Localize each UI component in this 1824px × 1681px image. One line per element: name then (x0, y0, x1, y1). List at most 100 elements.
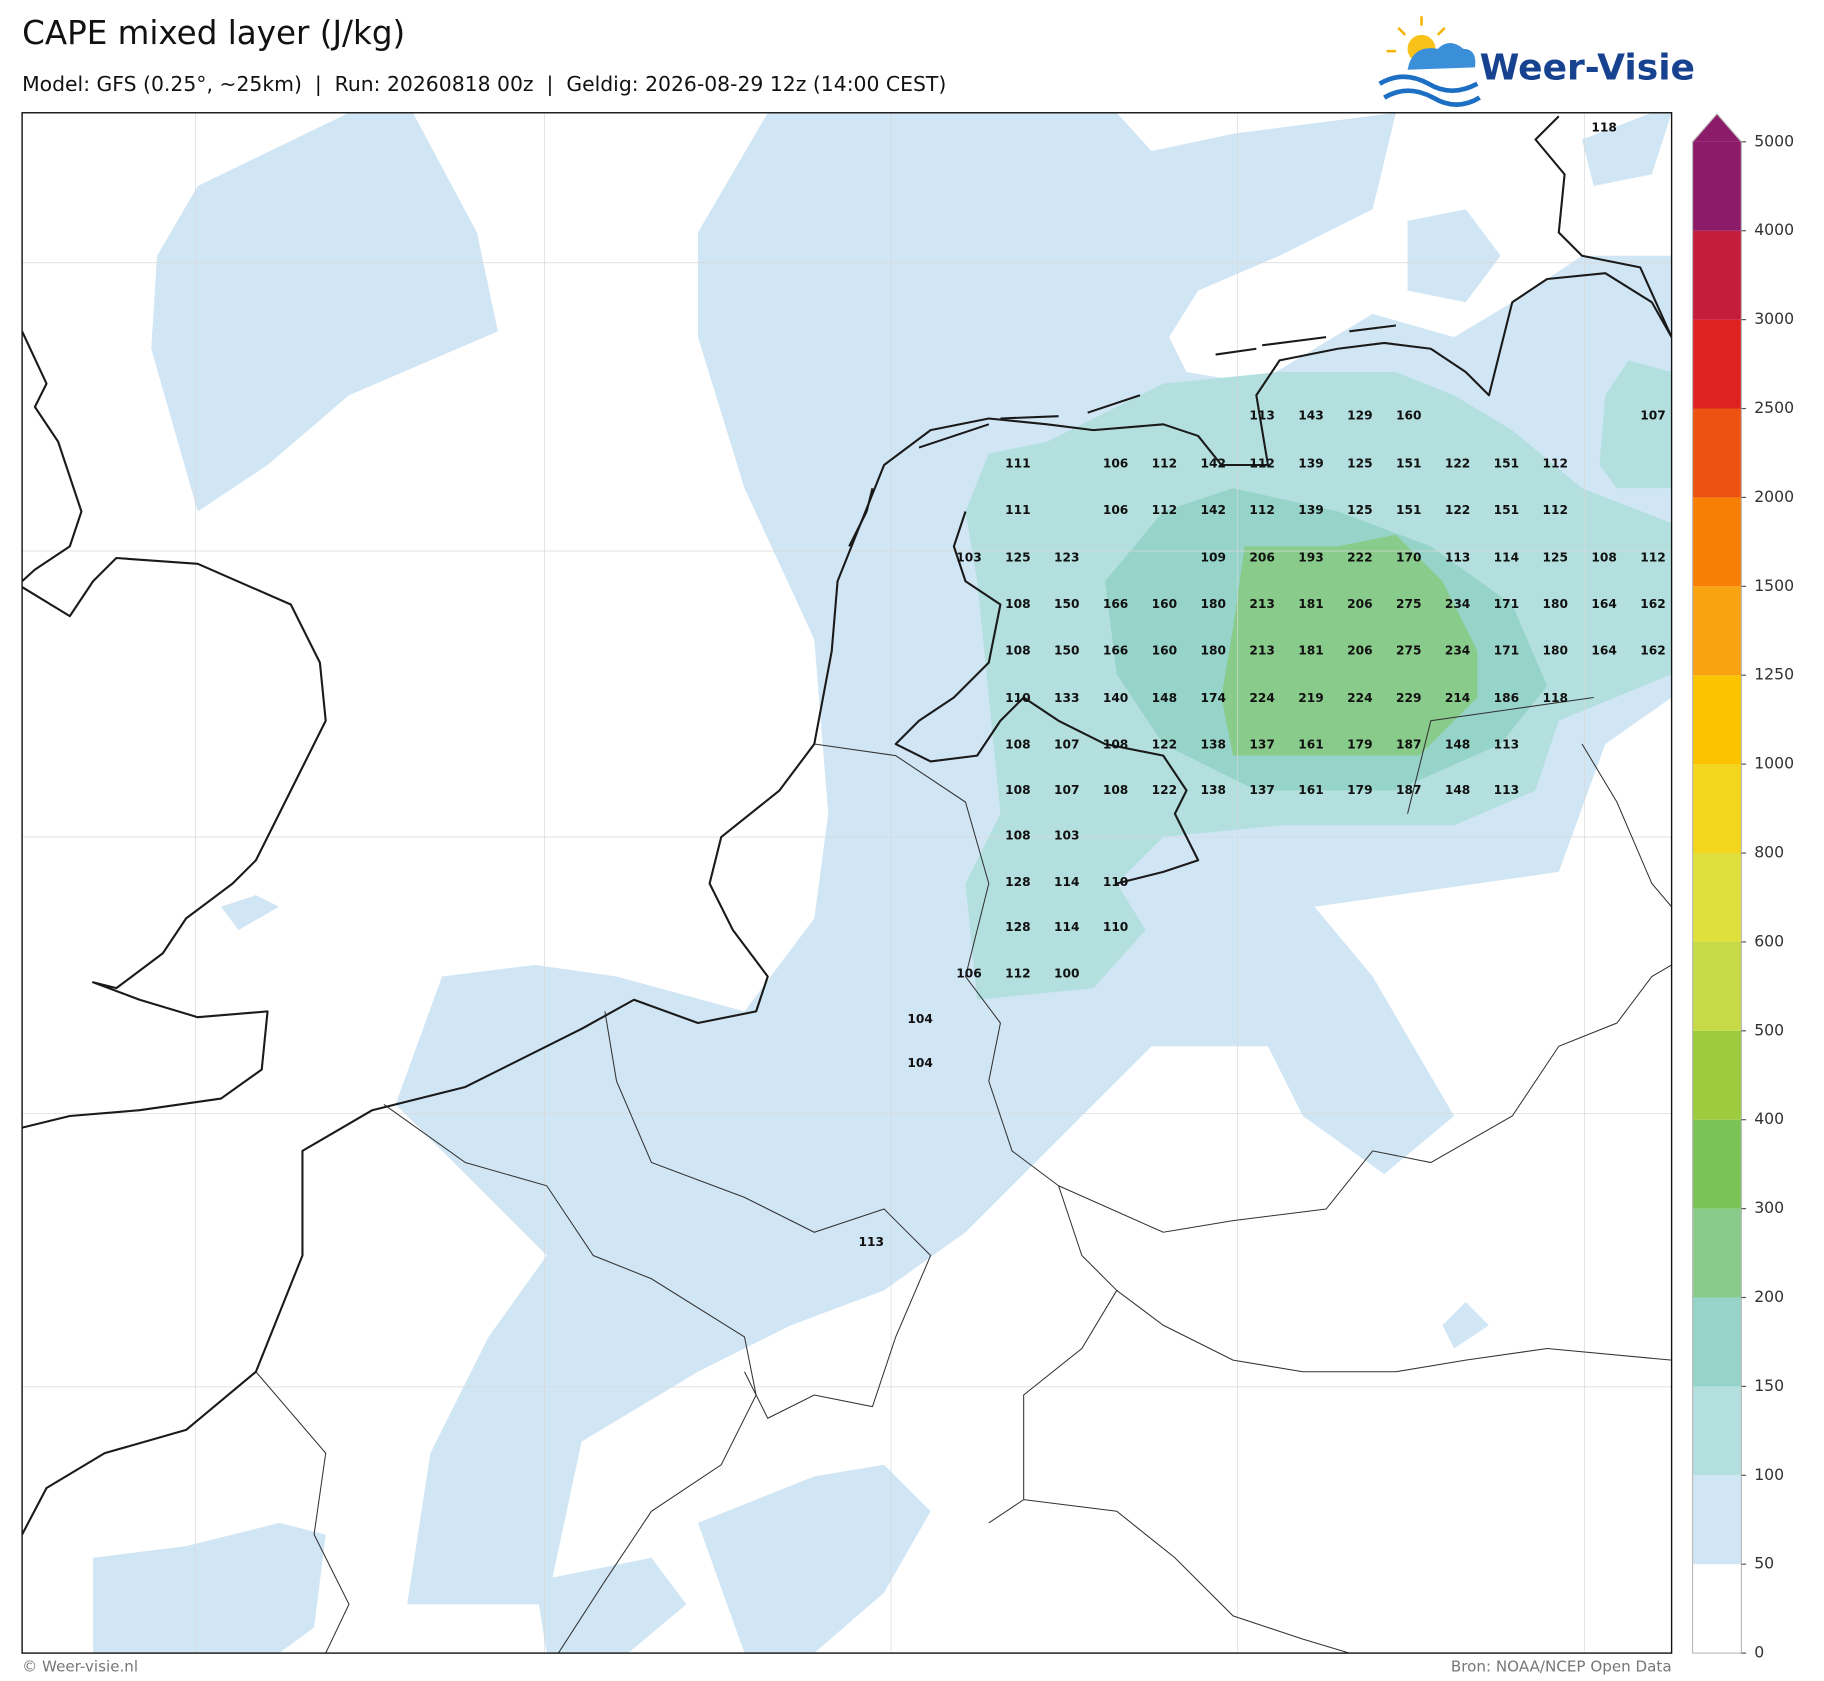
cape-value-label: 112 (1543, 503, 1568, 517)
cape-value-label: 111 (1005, 503, 1030, 517)
cape-value-label: 180 (1543, 597, 1568, 611)
cape-value-label: 171 (1494, 644, 1519, 658)
colorbar-segment (1692, 1208, 1742, 1298)
colorbar-tick-label: 4000 (1754, 220, 1794, 239)
cape-value-label: 142 (1201, 503, 1226, 517)
title: CAPE mixed layer (J/kg) (22, 14, 405, 52)
colorbar-tick-label: 5000 (1754, 131, 1794, 150)
cape-value-label: 125 (1005, 551, 1030, 565)
colorbar-tick-label: 300 (1754, 1198, 1784, 1217)
cape-value-label: 151 (1396, 456, 1421, 470)
colorbar-segment (1692, 853, 1742, 942)
cape-value-label: 123 (1054, 551, 1079, 565)
cape-value-label: 108 (1005, 738, 1030, 752)
islands (848, 324, 1397, 547)
cape-value-label: 174 (1201, 691, 1226, 705)
cape-area (1407, 209, 1501, 303)
cape-value-label: 139 (1298, 456, 1323, 470)
coastline (894, 511, 1200, 885)
colorbar-segment (1692, 1297, 1742, 1387)
colorbar-tick-label: 2000 (1754, 487, 1794, 506)
cape-value-label: 125 (1347, 456, 1372, 470)
cape-value-label: 187 (1396, 738, 1421, 752)
cape-value-label: 111 (1005, 456, 1030, 470)
grid (22, 112, 1672, 1654)
cape-shading (93, 112, 1672, 1654)
cape-value-label: 112 (1152, 456, 1177, 470)
cape-value-label: 113 (1445, 551, 1470, 565)
cape-value-label: 148 (1445, 738, 1470, 752)
cape-value-label: 234 (1445, 644, 1470, 658)
cape-area (535, 1557, 687, 1654)
colorbar-segment (1692, 941, 1742, 1031)
colorbar-tick-label: 500 (1754, 1020, 1784, 1039)
cape-value-label: 142 (1201, 456, 1226, 470)
cape-value-label: 112 (1543, 456, 1568, 470)
colorbar-segment (1692, 1475, 1742, 1565)
cape-value-label: 148 (1152, 691, 1177, 705)
colorbar-tick-label: 100 (1754, 1465, 1784, 1484)
colorbar-segment (1692, 1030, 1742, 1120)
borders (255, 696, 1672, 1654)
cape-value-label: 114 (1494, 551, 1519, 565)
colorbar-segment (1692, 319, 1742, 409)
colorbar-segment (1692, 764, 1742, 854)
colorbar-tick-label: 2500 (1754, 398, 1794, 417)
cape-value-label: 137 (1249, 783, 1274, 797)
map: 118 113 143 129 160 107 111 106 112 142 112 139 125 1… (22, 112, 1672, 1654)
cape-labels: 118 113 143 129 160 107 111 106 112 142 112 139 125 1… (859, 120, 1666, 1249)
cape-area (151, 112, 498, 512)
cape-value-label: 107 (1054, 783, 1079, 797)
cape-value-label: 107 (1640, 409, 1665, 423)
cape-value-label: 222 (1347, 551, 1372, 565)
cape-value-label: 162 (1640, 597, 1665, 611)
cape-value-label: 162 (1640, 644, 1665, 658)
cape-value-label: 110 (1103, 920, 1128, 934)
cape-value-label: 122 (1152, 783, 1177, 797)
cape-value-label: 139 (1298, 503, 1323, 517)
border (383, 1103, 757, 1654)
cape-value-label: 206 (1347, 644, 1372, 658)
cape-value-label: 180 (1543, 644, 1568, 658)
cape-value-label: 224 (1347, 691, 1372, 705)
colorbar-segment (1692, 230, 1742, 320)
cape-value-label: 151 (1396, 503, 1421, 517)
cape-value-label: 112 (1249, 503, 1274, 517)
coastline (1255, 272, 1672, 466)
logo-waves (1378, 74, 1481, 107)
cape-value-label: 148 (1445, 783, 1470, 797)
cape-area (1221, 534, 1478, 756)
cape-value-label: 103 (1054, 828, 1079, 842)
cape-value-label: 186 (1494, 691, 1519, 705)
colorbar-segment (1692, 1564, 1742, 1654)
cape-area (93, 1522, 326, 1654)
cape-value-label: 112 (1152, 503, 1177, 517)
cape-value-label: 129 (1347, 409, 1372, 423)
cape-value-label: 187 (1396, 783, 1421, 797)
cape-value-label: 108 (1103, 738, 1128, 752)
cape-value-label: 104 (907, 1056, 932, 1070)
cape-value-label: 100 (1054, 967, 1079, 981)
cape-value-label: 106 (1103, 456, 1128, 470)
coastline (22, 417, 1268, 1536)
cape-value-label: 122 (1445, 456, 1470, 470)
colorbar-tick-label: 50 (1754, 1554, 1774, 1573)
cape-value-label: 138 (1201, 738, 1226, 752)
cape-value-label: 140 (1103, 691, 1128, 705)
cape-value-label: 113 (859, 1235, 884, 1249)
cape-value-label: 125 (1347, 503, 1372, 517)
cape-value-label: 234 (1445, 597, 1470, 611)
cape-value-label: 180 (1201, 597, 1226, 611)
cape-value-label: 160 (1152, 597, 1177, 611)
map-frame (21, 112, 1673, 1654)
colorbar-tick-label: 1500 (1754, 576, 1794, 595)
cape-value-label: 213 (1249, 644, 1274, 658)
cape-value-label: 110 (1103, 875, 1128, 889)
cape-value-label: 166 (1103, 644, 1128, 658)
colorbar-tick-label: 200 (1754, 1287, 1784, 1306)
cape-value-label: 193 (1298, 551, 1323, 565)
colorbar-segment (1692, 1386, 1742, 1476)
border (604, 1011, 932, 1419)
